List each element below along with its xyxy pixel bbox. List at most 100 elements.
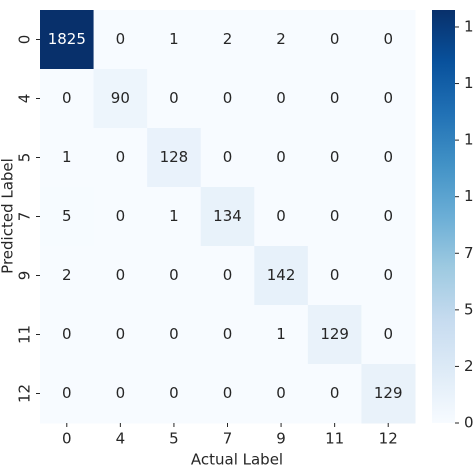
heatmap-cell: [307, 128, 362, 188]
cell-label: 0: [276, 148, 286, 166]
heatmap-cell: [254, 128, 309, 188]
y-tick-label: 5: [16, 153, 34, 163]
heatmap-cell: [147, 128, 202, 188]
heatmap-cell: [147, 305, 202, 365]
cell-label: 90: [111, 89, 130, 107]
x-tick-label: 9: [276, 430, 286, 448]
cell-label: 2: [223, 30, 233, 48]
heatmap-cell: [200, 128, 255, 188]
heatmap-cell: [200, 10, 255, 70]
colorbar-tick-label: 1750: [464, 17, 474, 35]
cell-label: 0: [383, 148, 393, 166]
cell-label: 1825: [48, 30, 86, 48]
y-tick-label: 7: [16, 212, 34, 222]
x-tick-label: 0: [62, 430, 72, 448]
colorbar-tick-label: 750: [464, 244, 474, 262]
cell-label: 2: [276, 30, 286, 48]
heatmap-cell: [361, 246, 416, 306]
cell-label: 0: [223, 148, 233, 166]
cell-label: 0: [62, 89, 72, 107]
cell-label: 1: [169, 207, 179, 225]
heatmap-cell: [200, 69, 255, 129]
heatmap-cell: [307, 305, 362, 365]
heatmap-cell: [40, 128, 95, 188]
cell-label: 0: [169, 384, 179, 402]
y-tick-label: 12: [16, 384, 34, 403]
cell-label: 0: [330, 148, 340, 166]
cell-label: 0: [116, 30, 126, 48]
heatmap-cell: [40, 69, 95, 129]
y-axis-label: Predicted Label: [0, 158, 17, 274]
heatmap-cell: [200, 246, 255, 306]
cell-label: 0: [383, 266, 393, 284]
heatmap-cell: [361, 364, 416, 424]
cell-label: 0: [276, 384, 286, 402]
cell-label: 0: [330, 207, 340, 225]
cell-label: 0: [169, 89, 179, 107]
heatmap-cell: [254, 69, 309, 129]
colorbar-tick-label: 1000: [464, 187, 474, 205]
heatmap-cell: [93, 128, 148, 188]
heatmap-cell: [40, 10, 95, 70]
cell-label: 129: [374, 384, 403, 402]
heatmap-cell: [200, 305, 255, 365]
x-tick-label: 12: [379, 430, 398, 448]
heatmap-cell: [93, 364, 148, 424]
heatmap-cell: [200, 187, 255, 247]
cell-label: 129: [320, 325, 349, 343]
cell-label: 0: [169, 325, 179, 343]
heatmap-cell: [254, 10, 309, 70]
heatmap-cell: [361, 69, 416, 129]
heatmap-cell: [254, 187, 309, 247]
heatmap-cell: [361, 128, 416, 188]
cell-label: 128: [160, 148, 189, 166]
heatmap-cell: [254, 364, 309, 424]
cell-label: 0: [330, 266, 340, 284]
heatmap-cell: [361, 305, 416, 365]
heatmap-cell: [93, 10, 148, 70]
cell-label: 0: [223, 89, 233, 107]
cell-label: 0: [116, 148, 126, 166]
heatmap-cell: [93, 305, 148, 365]
cell-label: 0: [383, 325, 393, 343]
colorbar: [432, 10, 455, 423]
colorbar-tick-label: 1500: [464, 74, 474, 92]
cell-label: 0: [62, 325, 72, 343]
x-tick-label: 5: [169, 430, 179, 448]
cell-label: 0: [169, 266, 179, 284]
cell-label: 0: [223, 325, 233, 343]
heatmap-cell: [361, 187, 416, 247]
cell-label: 0: [223, 384, 233, 402]
heatmap-cell: [307, 187, 362, 247]
x-axis-label: Actual Label: [191, 451, 283, 469]
cell-label: 0: [383, 30, 393, 48]
heatmap-cell: [147, 69, 202, 129]
cell-label: 0: [383, 89, 393, 107]
cell-label: 0: [116, 325, 126, 343]
colorbar-tick-label: 1250: [464, 131, 474, 149]
cell-label: 1: [62, 148, 72, 166]
heatmap-cell: [40, 187, 95, 247]
heatmap-cell: [40, 364, 95, 424]
heatmap-cell: [40, 305, 95, 365]
heatmap-cell: [307, 246, 362, 306]
heatmap-cell: [147, 246, 202, 306]
colorbar-tick-label: 500: [464, 300, 474, 318]
cell-label: 134: [213, 207, 242, 225]
cell-label: 0: [330, 89, 340, 107]
heatmap-cell: [361, 10, 416, 70]
cell-label: 0: [62, 384, 72, 402]
heatmap-cell: [307, 10, 362, 70]
heatmap-cell: [93, 187, 148, 247]
x-tick-label: 11: [325, 430, 344, 448]
y-tick-label: 9: [16, 271, 34, 281]
cell-label: 1: [276, 325, 286, 343]
heatmap-cell: [93, 246, 148, 306]
cell-label: 0: [330, 384, 340, 402]
heatmap-cell: [147, 187, 202, 247]
y-tick-label: 0: [16, 35, 34, 45]
cell-label: 0: [223, 266, 233, 284]
cell-label: 5: [62, 207, 72, 225]
y-tick-label: 11: [16, 325, 34, 344]
